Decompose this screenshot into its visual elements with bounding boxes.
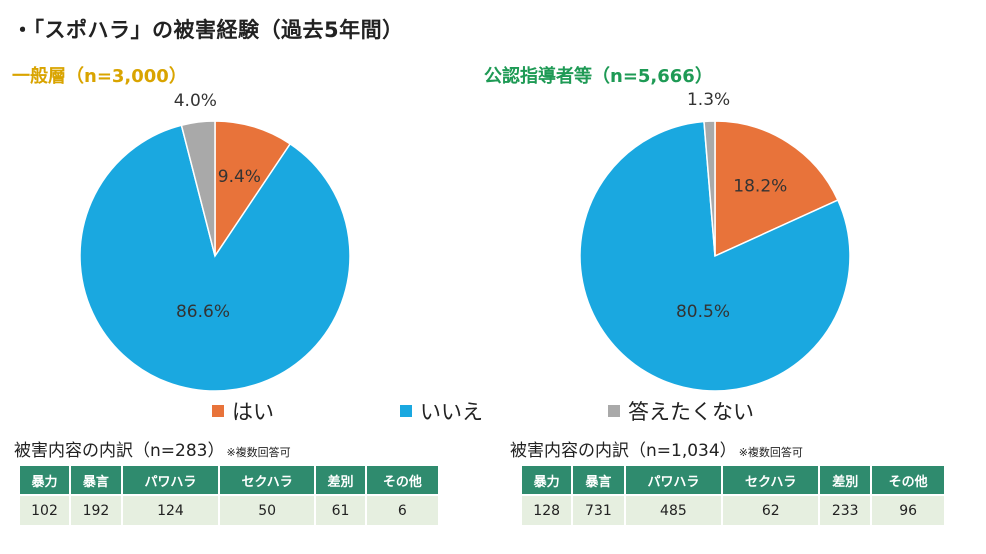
cell-verbal-abuse: 192	[70, 494, 123, 525]
table-header-row: 暴力 暴言 パワハラ セクハラ 差別 その他	[20, 466, 438, 495]
pie-slice-decline	[703, 120, 716, 257]
pie-title-coaches: 公認指導者等（n=5,666）	[484, 66, 713, 87]
header-discrimination: 差別	[819, 466, 873, 495]
legend-label-no: いいえ	[420, 400, 483, 424]
table-row: 128 731 485 62 233 96	[522, 494, 944, 525]
header-other: その他	[365, 466, 438, 495]
legend-item-no: いいえ	[400, 396, 483, 426]
pie-slice-decline	[180, 120, 216, 257]
page-title: ・「スポハラ」の被害経験（過去5年間）	[12, 18, 404, 42]
pie-slice-no	[579, 120, 851, 392]
header-discrimination: 差別	[315, 466, 367, 495]
pie-label-no: 86.6%	[176, 302, 230, 322]
header-sexual-harassment: セクハラ	[219, 466, 317, 495]
cell-other: 6	[365, 494, 438, 525]
pie-chart-coaches: 18.2% 80.5% 1.3%	[579, 90, 851, 392]
header-verbal-abuse: 暴言	[572, 466, 626, 495]
cell-power-harassment: 485	[624, 494, 724, 525]
pie-slice-yes	[714, 120, 839, 258]
header-power-harassment: パワハラ	[121, 466, 221, 495]
legend-item-yes: はい	[212, 396, 274, 426]
table-row: 102 192 124 50 61 6	[20, 494, 438, 525]
legend: はい いいえ 答えたくない	[0, 396, 986, 424]
legend-label-decline: 答えたくない	[628, 400, 754, 424]
cell-violence: 102	[20, 494, 72, 525]
header-other: その他	[871, 466, 944, 495]
pie-title-general: 一般層（n=3,000）	[12, 66, 187, 87]
cell-verbal-abuse: 731	[572, 494, 626, 525]
breakdown-title-general: 被害内容の内訳（n=283） ※複数回答可	[14, 436, 291, 461]
legend-label-yes: はい	[232, 400, 274, 424]
pie-chart-general: 9.4% 86.6% 4.0%	[79, 91, 351, 392]
legend-item-decline: 答えたくない	[608, 396, 754, 426]
breakdown-table-general: 暴力 暴言 パワハラ セクハラ 差別 その他 102 192 124 50 61…	[20, 466, 438, 525]
cell-other: 96	[871, 494, 944, 525]
cell-power-harassment: 124	[121, 494, 221, 525]
breakdown-title-text: 被害内容の内訳（n=1,034）	[510, 441, 737, 461]
pie-slice-no	[79, 124, 351, 392]
breakdown-title-coaches: 被害内容の内訳（n=1,034） ※複数回答可	[510, 436, 803, 461]
cell-discrimination: 233	[819, 494, 873, 525]
header-sexual-harassment: セクハラ	[722, 466, 821, 495]
pie-label-yes: 18.2%	[733, 177, 787, 197]
pie-label-yes: 9.4%	[218, 167, 261, 187]
header-verbal-abuse: 暴言	[70, 466, 123, 495]
cell-sexual-harassment: 50	[219, 494, 317, 525]
header-violence: 暴力	[522, 466, 574, 495]
legend-swatch-yes	[212, 405, 224, 417]
legend-swatch-decline	[608, 405, 620, 417]
breakdown-note: ※複数回答可	[226, 446, 291, 459]
breakdown-note: ※複数回答可	[738, 446, 803, 459]
table-header-row: 暴力 暴言 パワハラ セクハラ 差別 その他	[522, 466, 944, 495]
legend-swatch-no	[400, 405, 412, 417]
header-power-harassment: パワハラ	[624, 466, 724, 495]
cell-sexual-harassment: 62	[722, 494, 821, 525]
cell-violence: 128	[522, 494, 574, 525]
pie-label-no: 80.5%	[676, 302, 730, 322]
pie-label-decline: 1.3%	[687, 90, 730, 110]
cell-discrimination: 61	[315, 494, 367, 525]
header-violence: 暴力	[20, 466, 72, 495]
pie-slice-yes	[214, 120, 292, 259]
breakdown-table-coaches: 暴力 暴言 パワハラ セクハラ 差別 その他 128 731 485 62 23…	[522, 466, 944, 525]
pie-label-decline: 4.0%	[174, 91, 217, 111]
breakdown-title-text: 被害内容の内訳（n=283）	[14, 441, 225, 461]
